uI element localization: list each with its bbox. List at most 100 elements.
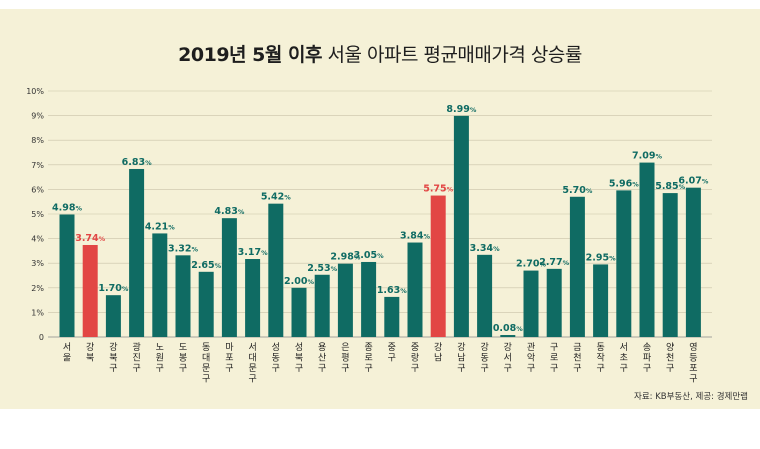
bar [245,259,261,337]
bar [569,196,585,337]
data-label: 2.65% [191,260,221,271]
y-tick-label: 3% [31,259,44,268]
bar [593,264,609,337]
bar [546,268,562,337]
bar [198,271,214,337]
chart-panel [0,9,760,409]
y-tick-label: 9% [31,112,44,121]
bar [500,335,516,337]
y-tick-label: 7% [31,161,44,170]
data-label: 6.07% [678,176,708,187]
data-label: 2.70% [516,259,546,270]
bar [314,274,330,337]
data-label: 3.32% [168,243,198,254]
data-label: 4.21% [145,221,175,232]
bar [221,218,237,337]
chart-title-bold: 2019년 5월 이후 [178,44,322,66]
data-label: 8.99% [446,104,476,115]
bar [384,296,400,337]
data-label: 2.98% [330,252,360,263]
chart-title: 2019년 5월 이후 서울 아파트 평균매매가격 상승률 [0,40,760,67]
data-label: 3.17% [238,247,268,258]
data-label: 0.08% [493,323,523,334]
bar [129,168,145,337]
bar [453,115,469,337]
bar [337,263,353,337]
data-label: 4.83% [214,206,244,217]
y-tick-label: 5% [31,210,44,219]
data-label: 1.63% [377,285,407,296]
data-label: 6.83% [122,157,152,168]
bar [639,162,655,337]
data-label: 2.77% [539,257,569,268]
data-label: 7.09% [632,151,662,162]
data-label: 3.74% [75,233,105,244]
bar [152,233,168,337]
bar [523,270,539,337]
bar [430,195,446,337]
bar [59,214,75,337]
bar [662,193,678,337]
data-label: 5.96% [609,178,639,189]
bar [175,255,191,337]
data-label: 2.00% [284,276,314,287]
data-label: 5.42% [261,192,291,203]
source-note: 자료: KB부동산, 제공: 경제만랩 [634,392,748,402]
bar [82,244,98,337]
bar [361,261,377,337]
data-label: 2.53% [307,263,337,274]
data-label: 2.95% [586,252,616,263]
y-tick-label: 4% [31,235,44,244]
bar [685,187,701,337]
bar [477,254,493,337]
bar [268,203,284,337]
bar [407,242,423,337]
bar [291,287,307,337]
data-label: 3.34% [470,243,500,254]
y-tick-label: 8% [31,136,44,145]
y-tick-label: 6% [31,185,44,194]
data-label: 3.05% [354,250,384,261]
y-tick-label: 0 [39,333,44,342]
data-label: 4.98% [52,202,82,213]
bar [616,190,632,337]
data-label: 5.75% [423,184,453,195]
data-label: 3.84% [400,231,430,242]
data-label: 1.70% [98,283,128,294]
bar [105,295,121,337]
y-tick-label: 2% [31,284,44,293]
y-tick-label: 10% [26,87,44,96]
chart-title-regular: 서울 아파트 평균매매가격 상승률 [327,44,582,66]
data-label: 5.85% [655,181,685,192]
data-label: 5.70% [562,185,592,196]
